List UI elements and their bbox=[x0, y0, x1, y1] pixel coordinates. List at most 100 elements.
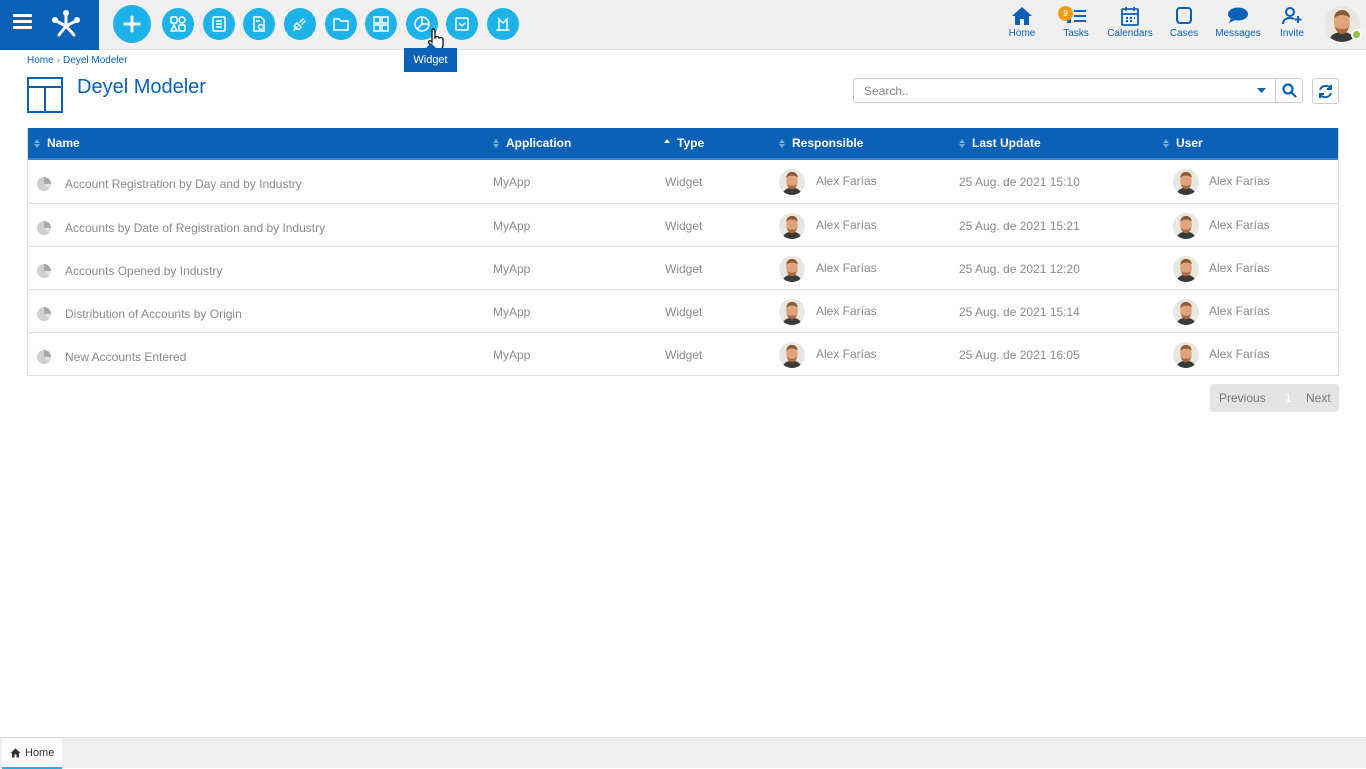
sort-ascending-icon bbox=[664, 139, 671, 148]
archive-icon bbox=[455, 17, 469, 31]
cell-user: Alex Farías bbox=[1209, 218, 1270, 232]
cell-last-update: 25 Aug. de 2021 16:05 bbox=[959, 348, 1080, 362]
responsible-avatar bbox=[779, 299, 805, 325]
search-button[interactable] bbox=[1276, 78, 1303, 103]
nav-tasks[interactable]: Tasks bbox=[1049, 6, 1103, 46]
cell-last-update: 25 Aug. de 2021 15:14 bbox=[959, 305, 1080, 319]
cell-name[interactable]: Accounts Opened by Industry bbox=[65, 264, 223, 278]
entity-tool-button[interactable] bbox=[162, 8, 194, 40]
cell-name[interactable]: Accounts by Date of Registration and by … bbox=[65, 221, 326, 235]
table-row[interactable]: Distribution of Accounts by Origin MyApp W… bbox=[28, 289, 1338, 332]
breadcrumb-separator: › bbox=[56, 55, 61, 66]
chat-bubble-icon bbox=[1228, 7, 1248, 23]
cell-name[interactable]: Account Registration by Day and by Indus… bbox=[65, 177, 302, 191]
page-title: Deyel Modeler bbox=[77, 76, 206, 98]
entity-icon bbox=[169, 16, 186, 32]
table-row[interactable]: New Accounts Entered MyApp Widget Alex Farí… bbox=[28, 332, 1338, 375]
user-avatar bbox=[1173, 213, 1199, 239]
responsible-avatar bbox=[779, 169, 805, 195]
process-tool-button[interactable] bbox=[243, 8, 275, 40]
nav-invite-label: Invite bbox=[1280, 28, 1304, 39]
add-button[interactable] bbox=[113, 5, 151, 43]
integration-tool-button[interactable] bbox=[284, 8, 316, 40]
refresh-button[interactable] bbox=[1312, 78, 1339, 104]
breadcrumb-home-link[interactable]: Home bbox=[27, 55, 54, 66]
responsible-avatar bbox=[779, 342, 805, 368]
widget-pie-icon bbox=[36, 263, 52, 279]
cell-responsible: Alex Farías bbox=[816, 218, 877, 232]
flow-icon bbox=[496, 17, 510, 31]
calendar-icon bbox=[1121, 7, 1139, 26]
modeler-layout-icon bbox=[27, 77, 63, 113]
cell-responsible: Alex Farías bbox=[816, 261, 877, 275]
widget-pie-icon bbox=[36, 220, 52, 236]
table-body: Account Registration by Day and by Indus… bbox=[28, 160, 1338, 375]
tasks-badge: 9 bbox=[1058, 6, 1073, 21]
cell-user: Alex Farías bbox=[1209, 261, 1270, 275]
cell-user: Alex Farías bbox=[1209, 304, 1270, 318]
sort-icon bbox=[779, 139, 786, 148]
home-tab[interactable]: Home bbox=[2, 739, 62, 769]
cell-type: Widget bbox=[665, 262, 703, 276]
cell-responsible: Alex Farías bbox=[816, 347, 877, 361]
responsible-avatar bbox=[779, 256, 805, 282]
sort-icon bbox=[1163, 139, 1170, 148]
cell-type: Widget bbox=[665, 348, 703, 362]
folder-icon bbox=[333, 18, 349, 31]
archive-tool-button[interactable] bbox=[446, 8, 478, 40]
column-header-type[interactable]: Type bbox=[664, 128, 704, 158]
search-input[interactable] bbox=[853, 78, 1249, 103]
menu-icon[interactable] bbox=[13, 14, 32, 30]
user-avatar bbox=[1173, 299, 1199, 325]
table-row[interactable]: Account Registration by Day and by Indus… bbox=[28, 160, 1338, 203]
form-icon bbox=[212, 16, 226, 32]
widget-pie-icon bbox=[36, 306, 52, 322]
deyel-logo-icon[interactable] bbox=[50, 8, 82, 40]
add-user-icon bbox=[1282, 7, 1302, 25]
folder-tool-button[interactable] bbox=[325, 8, 357, 40]
cell-name[interactable]: New Accounts Entered bbox=[65, 350, 187, 364]
column-header-responsible[interactable]: Responsible bbox=[779, 128, 863, 158]
previous-page-button[interactable]: Previous bbox=[1219, 391, 1266, 405]
widget-tooltip: Widget bbox=[404, 43, 457, 72]
cell-responsible: Alex Farías bbox=[816, 304, 877, 318]
user-avatar bbox=[1173, 169, 1199, 195]
nav-cases[interactable]: Cases bbox=[1157, 6, 1211, 46]
cell-application: MyApp bbox=[493, 175, 531, 189]
breadcrumb-current[interactable]: Deyel Modeler bbox=[63, 55, 128, 66]
cell-application: MyApp bbox=[493, 262, 531, 276]
grid-icon bbox=[373, 16, 389, 32]
cell-responsible: Alex Farías bbox=[816, 174, 877, 188]
form-tool-button[interactable] bbox=[203, 8, 235, 40]
nav-messages[interactable]: Messages bbox=[1211, 6, 1265, 46]
nav-home[interactable]: Home bbox=[995, 6, 1049, 46]
column-header-application[interactable]: Application bbox=[493, 128, 571, 158]
user-avatar bbox=[1173, 256, 1199, 282]
process-document-icon bbox=[253, 16, 265, 32]
pie-chart-icon bbox=[414, 16, 430, 32]
nav-home-label: Home bbox=[1008, 28, 1036, 39]
nav-calendars-label: Calendars bbox=[1107, 28, 1153, 39]
responsible-avatar bbox=[779, 213, 805, 239]
column-header-name[interactable]: Name bbox=[34, 128, 80, 158]
cell-user: Alex Farías bbox=[1209, 347, 1270, 361]
flow-tool-button[interactable] bbox=[487, 8, 519, 40]
cell-user: Alex Farías bbox=[1209, 174, 1270, 188]
pagination: Previous 1 Next bbox=[1210, 384, 1339, 412]
next-page-button[interactable]: Next bbox=[1306, 391, 1331, 405]
sort-icon bbox=[493, 139, 500, 148]
current-page-number[interactable]: 1 bbox=[1285, 391, 1292, 405]
table-row[interactable]: Accounts by Date of Registration and by … bbox=[28, 203, 1338, 246]
table-row[interactable]: Accounts Opened by Industry MyApp Widget Al… bbox=[28, 246, 1338, 289]
plug-icon bbox=[293, 18, 306, 31]
cell-type: Widget bbox=[665, 175, 703, 189]
column-header-user[interactable]: User bbox=[1163, 128, 1203, 158]
search-options-dropdown[interactable] bbox=[1248, 78, 1276, 103]
nav-calendars[interactable]: Calendars bbox=[1103, 6, 1157, 46]
cell-name[interactable]: Distribution of Accounts by Origin bbox=[65, 307, 242, 321]
nav-invite[interactable]: Invite bbox=[1265, 6, 1319, 46]
cell-application: MyApp bbox=[493, 305, 531, 319]
column-header-last-update[interactable]: Last Update bbox=[959, 128, 1041, 158]
dashboard-tool-button[interactable] bbox=[365, 8, 397, 40]
nav-messages-label: Messages bbox=[1215, 28, 1261, 39]
